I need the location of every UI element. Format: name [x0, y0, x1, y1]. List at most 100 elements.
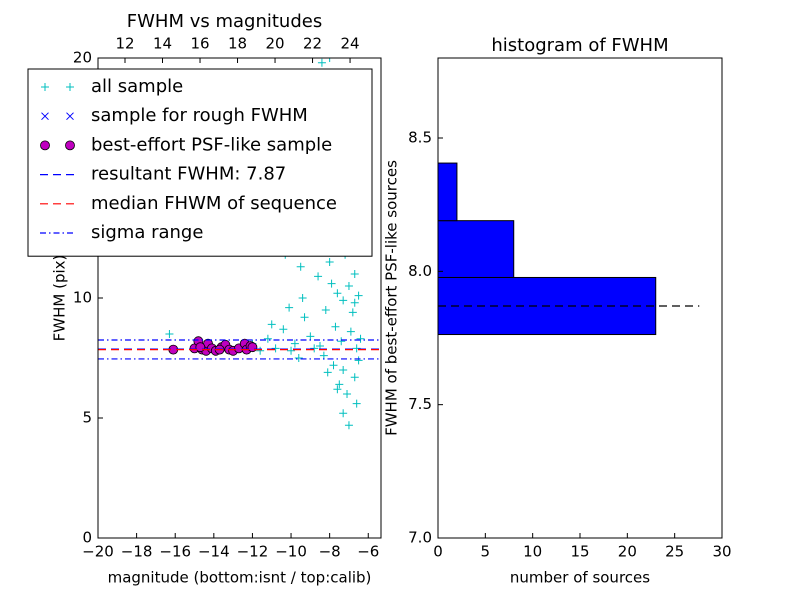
histogram-panel: 0 5 10 15 20 25 30 7.0 7.5 8.0 8.5 number of source…: [383, 35, 732, 587]
point: [300, 313, 309, 322]
point: [314, 272, 323, 281]
legend-marker: [41, 83, 49, 91]
y-tick-label: 8.5: [408, 129, 432, 147]
chart-title: histogram of FWHM: [491, 35, 668, 56]
point: [267, 320, 276, 329]
bar: [438, 220, 515, 278]
x2-tick-label: 24: [341, 35, 360, 53]
plot-area: [438, 162, 700, 336]
point: [195, 342, 206, 353]
x-tick-label: −8: [319, 543, 341, 561]
x2-tick-label: 12: [115, 35, 134, 53]
x-tick-label: 5: [481, 543, 491, 561]
x-tick-label: −12: [237, 543, 269, 561]
point: [350, 270, 359, 278]
legend-label: resultant FWHM: 7.87: [91, 164, 286, 185]
point: [354, 356, 363, 365]
point: [256, 346, 265, 355]
legend-label: median FHWM of sequence: [91, 193, 337, 214]
point: [344, 282, 353, 290]
point: [325, 258, 334, 266]
point: [344, 421, 353, 430]
x-tick-label: 10: [523, 543, 542, 561]
point: [333, 289, 342, 298]
point: [339, 409, 348, 418]
point: [350, 373, 359, 382]
legend-label: all sample: [91, 76, 183, 97]
point: [339, 366, 348, 374]
x-tick-label: 0: [433, 543, 443, 561]
legend-label: sample for rough FWHM: [91, 105, 308, 126]
x-tick-label: 20: [618, 543, 637, 561]
point: [310, 344, 319, 353]
x-tick-label: −18: [121, 543, 153, 561]
legend-marker: [41, 112, 49, 121]
point: [325, 58, 334, 62]
point: [337, 337, 346, 346]
legend-marker: [65, 140, 75, 151]
x-tick-label: −6: [357, 543, 379, 561]
y-tick-label: 20: [73, 49, 92, 67]
point: [263, 334, 272, 343]
x2-tick-label: 18: [228, 35, 247, 53]
chart-title: FWHM vs magnitudes: [127, 11, 322, 32]
x2-tick-label: 20: [265, 35, 284, 53]
legend-marker: [40, 140, 50, 151]
point: [354, 291, 363, 300]
point: [287, 346, 296, 355]
y-tick-label: 0: [82, 529, 92, 547]
point: [298, 294, 307, 302]
x-tick-label: 15: [570, 543, 589, 561]
point: [346, 327, 355, 336]
x-tick-label: −14: [198, 543, 230, 561]
point: [335, 380, 344, 389]
legend: all sample sample for rough FWHM best-effo…: [27, 68, 373, 257]
point: [352, 344, 361, 353]
point: [350, 298, 359, 307]
y-tick-label: 8.0: [408, 262, 432, 280]
legend-marker: [66, 83, 74, 91]
point: [317, 58, 326, 67]
x-axis-label: magnitude (bottom:isnt / top:calib): [108, 569, 372, 587]
legend-marker: [66, 112, 74, 121]
y-tick-label: 7.5: [408, 395, 432, 413]
point: [327, 279, 336, 288]
point: [352, 399, 361, 408]
point: [296, 262, 305, 271]
point: [329, 361, 338, 370]
legend-box: [27, 68, 373, 257]
x2-tick-label: 14: [153, 35, 172, 53]
y-tick-label: 7.0: [408, 529, 432, 547]
point: [290, 339, 299, 348]
x-axis-label: number of sources: [510, 569, 650, 587]
legend-label: best-effort PSF-like sample: [91, 134, 332, 155]
point: [333, 385, 342, 394]
point: [323, 368, 332, 377]
x-tick-label: 25: [665, 543, 684, 561]
plot-area: [98, 58, 381, 430]
y-tick-label: 5: [82, 409, 92, 427]
y-axis-label: FWHM of best-effort PSF-like sources: [383, 160, 401, 436]
y-axis-label: FWHM (pix): [51, 255, 69, 342]
point: [343, 390, 352, 398]
point: [294, 354, 303, 362]
point: [331, 322, 340, 331]
point: [279, 325, 288, 334]
legend-label: sigma range: [91, 222, 203, 243]
point: [339, 296, 348, 305]
point: [271, 344, 280, 353]
x-tick-label: −16: [159, 543, 191, 561]
point: [306, 332, 315, 341]
point: [348, 308, 357, 317]
point: [285, 303, 294, 312]
x2-tick-label: 22: [303, 35, 322, 53]
point: [319, 351, 328, 360]
x-tick-label: 30: [712, 543, 731, 561]
scatter-panel: −20−18−16−14−12−10−8−605101520magnitude …: [27, 11, 382, 587]
y-tick-label: 10: [73, 289, 92, 307]
point: [165, 330, 174, 338]
point: [247, 342, 258, 353]
x-tick-label: −20: [82, 543, 114, 561]
point: [356, 334, 365, 343]
